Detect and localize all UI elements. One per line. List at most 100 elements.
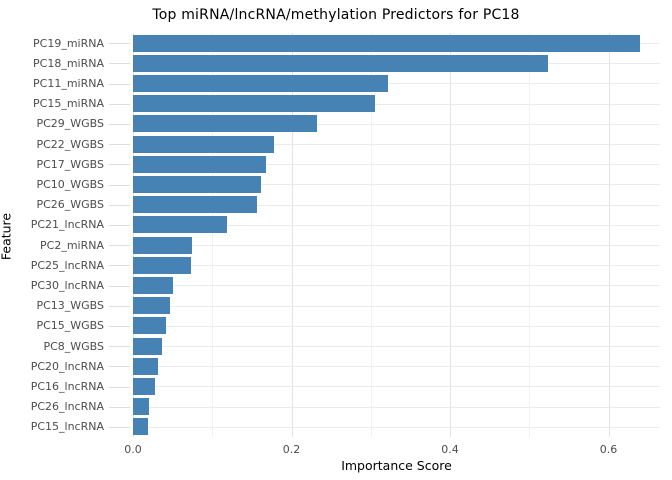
bar-PC22_WGBS: [133, 135, 275, 153]
bar-PC8_WGBS: [133, 337, 163, 355]
bar-PC18_miRNA: [133, 54, 548, 72]
bar-row: [133, 296, 660, 316]
y-tick-mark: [109, 325, 130, 327]
bar-row: [133, 235, 660, 255]
bar-PC26_lncRNA: [133, 398, 149, 416]
y-gridline: [133, 184, 660, 186]
y-tick-label: PC16_lncRNA: [30, 380, 104, 393]
x-minor-gridline: [212, 33, 214, 437]
bar-row: [133, 255, 660, 275]
y-gridline: [133, 164, 660, 166]
y-gridline: [133, 346, 660, 348]
y-tick-label: PC26_lncRNA: [30, 400, 104, 414]
y-gridline: [133, 265, 660, 267]
y-tick-label: PC11_miRNA: [33, 77, 104, 90]
bar-row: [133, 195, 660, 215]
bar-PC15_miRNA: [133, 95, 375, 113]
bar-row: [133, 53, 660, 73]
x-major-gridline: [291, 33, 293, 437]
bar-row: [133, 73, 660, 93]
y-tick-label: PC15_WGBS: [36, 319, 104, 333]
x-minor-gridline: [529, 33, 531, 437]
y-tick-mark: [109, 386, 130, 388]
y-tick-mark: [109, 265, 130, 267]
x-major-gridline: [450, 33, 451, 437]
y-tick-label: PC15_lncRNA: [30, 420, 104, 434]
bar-PC25_lncRNA: [133, 256, 191, 274]
y-tick-mark: [109, 43, 130, 45]
bar-row: [133, 397, 660, 417]
y-tick-mark: [109, 224, 130, 226]
y-tick-mark: [109, 83, 130, 85]
y-tick-label: PC30_lncRNA: [30, 279, 104, 292]
y-tick-label: PC8_WGBS: [43, 339, 104, 353]
y-gridline: [133, 426, 660, 428]
x-minor-gridline: [370, 33, 372, 437]
bar-row: [133, 275, 660, 295]
bar-PC13_WGBS: [133, 297, 171, 315]
y-axis-title: Feature: [0, 212, 14, 261]
x-major-gridline: [608, 33, 610, 437]
y-gridline: [133, 366, 660, 368]
y-tick-mark: [109, 245, 130, 247]
bar-PC30_lncRNA: [133, 276, 173, 294]
y-tick-mark: [109, 164, 130, 166]
y-tick-label: PC10_WGBS: [36, 178, 104, 191]
y-tick-label: PC15_miRNA: [33, 97, 104, 111]
y-tick-label: PC13_WGBS: [36, 299, 104, 313]
y-tick-mark: [109, 184, 130, 186]
x-major-gridline: [133, 33, 134, 437]
bar-PC15_lncRNA: [133, 418, 149, 436]
y-tick-mark: [109, 346, 130, 348]
y-tick-mark: [109, 103, 130, 105]
bar-PC17_WGBS: [133, 155, 267, 173]
y-gridline: [133, 386, 660, 388]
y-gridline: [133, 406, 660, 408]
y-tick-label: PC18_miRNA: [33, 56, 104, 70]
y-gridline: [133, 103, 660, 105]
bar-PC11_miRNA: [133, 74, 389, 92]
y-gridline: [133, 204, 660, 206]
x-tick-label: 0.4: [441, 443, 459, 456]
y-tick-mark: [109, 63, 130, 65]
y-tick-label: PC22_WGBS: [36, 137, 104, 151]
plot-panel: [133, 33, 660, 437]
y-tick-mark: [109, 406, 130, 408]
bar-row: [133, 94, 660, 114]
bar-row: [133, 356, 660, 376]
y-tick-label: PC25_lncRNA: [30, 258, 104, 272]
bar-PC2_miRNA: [133, 236, 192, 254]
bar-PC21_lncRNA: [133, 216, 228, 234]
y-tick-mark: [109, 366, 130, 368]
y-tick-mark: [109, 123, 130, 125]
bar-row: [133, 316, 660, 336]
y-tick-label: PC26_WGBS: [36, 198, 104, 212]
bar-PC10_WGBS: [133, 175, 261, 193]
bar-PC26_WGBS: [133, 196, 258, 214]
y-tick-label: PC19_miRNA: [33, 36, 104, 50]
y-gridline: [133, 224, 660, 226]
bar-PC20_lncRNA: [133, 357, 159, 375]
chart-title: Top miRNA/lncRNA/methylation Predictors …: [152, 7, 520, 23]
y-tick-label: PC2_miRNA: [40, 238, 104, 252]
x-tick-label: 0.0: [124, 443, 142, 456]
bar-row: [133, 134, 660, 154]
y-tick-label: PC17_WGBS: [36, 157, 104, 171]
bar-PC29_WGBS: [133, 115, 317, 133]
y-gridline: [133, 83, 660, 85]
bar-row: [133, 33, 660, 53]
x-tick-label: 0.6: [599, 443, 618, 456]
bar-row: [133, 215, 660, 235]
y-gridline: [133, 245, 660, 247]
x-tick-label: 0.2: [282, 443, 301, 456]
y-gridline: [133, 325, 660, 327]
y-tick-mark: [109, 305, 130, 307]
bar-row: [133, 417, 660, 437]
y-tick-mark: [109, 426, 130, 428]
bar-row: [133, 114, 660, 134]
y-gridline: [133, 285, 660, 287]
y-tick-mark: [109, 285, 130, 287]
y-gridline: [133, 144, 660, 146]
y-gridline: [133, 305, 660, 307]
bar-PC16_lncRNA: [133, 377, 156, 395]
